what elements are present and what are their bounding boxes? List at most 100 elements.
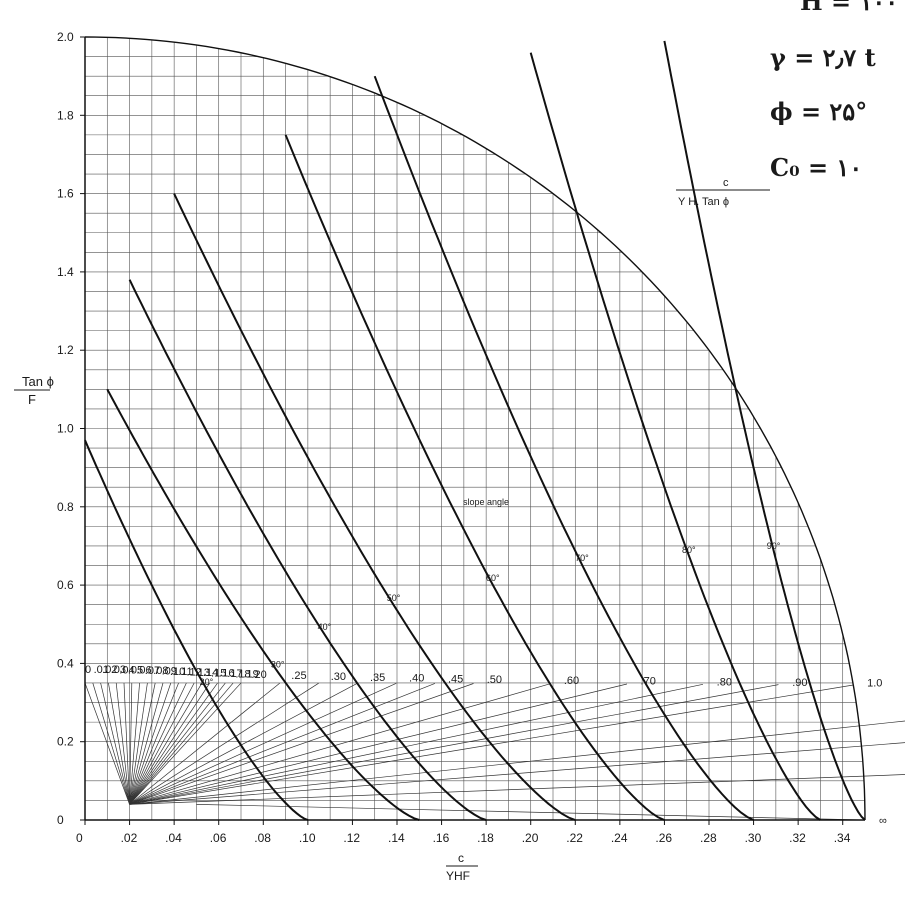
ratio-ray [92, 682, 130, 805]
labels: Tan ϕ F c YHF c Y H. Tan ϕ slope angle [14, 177, 770, 883]
ratio-ray [196, 803, 866, 821]
arc-tick-label: .02 [102, 664, 117, 676]
y-tick-label: 0.4 [57, 656, 74, 670]
ratio-ray [129, 683, 474, 805]
slope-curve-label: 60° [486, 573, 500, 583]
arc-tick-label: .20 [251, 669, 266, 681]
arc-tick-label: 0 [85, 664, 91, 676]
y-axis-label-top: Tan ϕ [22, 374, 54, 389]
arc-tick-label: .70 [641, 676, 656, 688]
slope-curve-label: 20° [200, 677, 214, 687]
arc-tick-label: .08 [153, 665, 168, 677]
ratio-rays: 0.01.02.03.04.05.06.07.08.09.10.11.12.13… [84, 664, 905, 827]
x-tick-label: .20 [522, 831, 539, 845]
ratio-ray [123, 682, 130, 805]
ratio-ray [129, 682, 148, 805]
y-tick-label: 1.8 [57, 108, 74, 122]
x-tick-label: .28 [700, 831, 717, 845]
ratio-ray [129, 682, 133, 805]
x-tick-label: .16 [433, 831, 450, 845]
x-tick-label: .30 [745, 831, 762, 845]
ratio-ray [129, 684, 779, 805]
y-tick-label: 1.2 [57, 343, 74, 357]
given-values: H = ۱۰۰ γ = ۲٫۷ t ϕ = ۲۵° C₀ = ۱۰ [770, 0, 898, 182]
axes: 0.02.04.06.08.10.12.14.16.18.20.22.24.26… [57, 30, 866, 845]
ratio-ray [129, 720, 905, 805]
arc-tick-label: ∞ [879, 815, 887, 827]
ratio-ray [129, 682, 281, 805]
ratio-ray [108, 682, 130, 805]
ratio-ray [129, 682, 226, 805]
y-tick-label: 0.8 [57, 500, 74, 514]
arc-tick-label: .18 [235, 668, 250, 680]
x-tick-label: .12 [343, 831, 360, 845]
ratio-ray [129, 683, 704, 805]
arc-tick-label: 1.0 [867, 678, 882, 690]
arc-tick-label: .01 [94, 664, 109, 676]
slope-curve [128, 279, 487, 821]
ratio-ray [84, 682, 130, 805]
y-tick-label: 0 [57, 813, 64, 827]
arc-tick-label: .04 [119, 664, 134, 676]
x-tick-label: .04 [165, 831, 182, 845]
ratio-ray [129, 682, 211, 805]
x-tick-label: .06 [210, 831, 227, 845]
ratio-ray [129, 682, 172, 805]
slope-curve [106, 388, 420, 821]
ratio-ray [129, 682, 242, 805]
x-axis-label-bottom: YHF [446, 869, 470, 883]
ratio-ray [129, 774, 905, 805]
arc-tick-label: .14 [203, 667, 218, 679]
ratio-ray [129, 682, 358, 805]
y-axis-label-bottom: F [28, 392, 36, 407]
ratio-ray [129, 682, 397, 805]
ratio-ray [129, 682, 179, 805]
given-gamma: γ = ۲٫۷ t [770, 43, 876, 72]
y-tick-label: 0.6 [57, 578, 74, 592]
given-c0: C₀ = ۱۰ [770, 153, 862, 182]
arc-tick-label: .07 [145, 665, 160, 677]
ratio-ray [129, 682, 156, 805]
ratio-ray [129, 682, 164, 805]
x-axis-label-top: c [458, 851, 464, 865]
ratio-ray [129, 683, 436, 805]
slope-curve-label: 80° [682, 545, 696, 555]
arc-tick-label: .40 [409, 673, 424, 685]
slope-curve [284, 134, 665, 821]
y-tick-label: 2.0 [57, 30, 74, 44]
x-tick-label: .26 [655, 831, 672, 845]
slope-curve [529, 52, 821, 821]
ratio-ray [129, 682, 203, 805]
ratio-ray [129, 683, 628, 805]
slope-curve-label: 70° [575, 553, 589, 563]
given-h: H = ۱۰۰ [800, 0, 898, 16]
x-tick-label: .14 [388, 831, 405, 845]
ratio-ray [129, 682, 140, 805]
arc-tick-label: .16 [219, 668, 234, 680]
ratio-ray [129, 682, 319, 805]
ratio-ray [129, 682, 195, 805]
ratio-ray [129, 682, 187, 805]
arc-tick-label: .06 [136, 665, 151, 677]
x-tick-label: .10 [299, 831, 316, 845]
slope-angle-label: slope angle [463, 497, 509, 507]
arc-tick-label: .11 [178, 666, 192, 678]
arc-tick-label: .17 [227, 668, 242, 680]
arc-label-top: c [723, 177, 729, 189]
arc-label-bottom: Y H. Tan ϕ [678, 196, 729, 208]
arc-tick-label: .03 [111, 664, 126, 676]
x-tick-label: .18 [477, 831, 494, 845]
arc-tick-label: .09 [162, 666, 177, 678]
arc-tick-label: .60 [564, 675, 579, 687]
slope-curve [84, 439, 309, 821]
slope-curve-label: 50° [387, 593, 401, 603]
ratio-ray [129, 742, 905, 805]
slope-curve-label: 90° [767, 541, 781, 551]
y-tick-label: 0.2 [57, 735, 74, 749]
arc-tick-label: .45 [448, 673, 463, 685]
arc-tick-label: .19 [243, 669, 258, 681]
slope-curves: 20° 30° 40° 50° 60° 70° 80° 90° [84, 40, 866, 821]
x-tick-label: .22 [566, 831, 583, 845]
